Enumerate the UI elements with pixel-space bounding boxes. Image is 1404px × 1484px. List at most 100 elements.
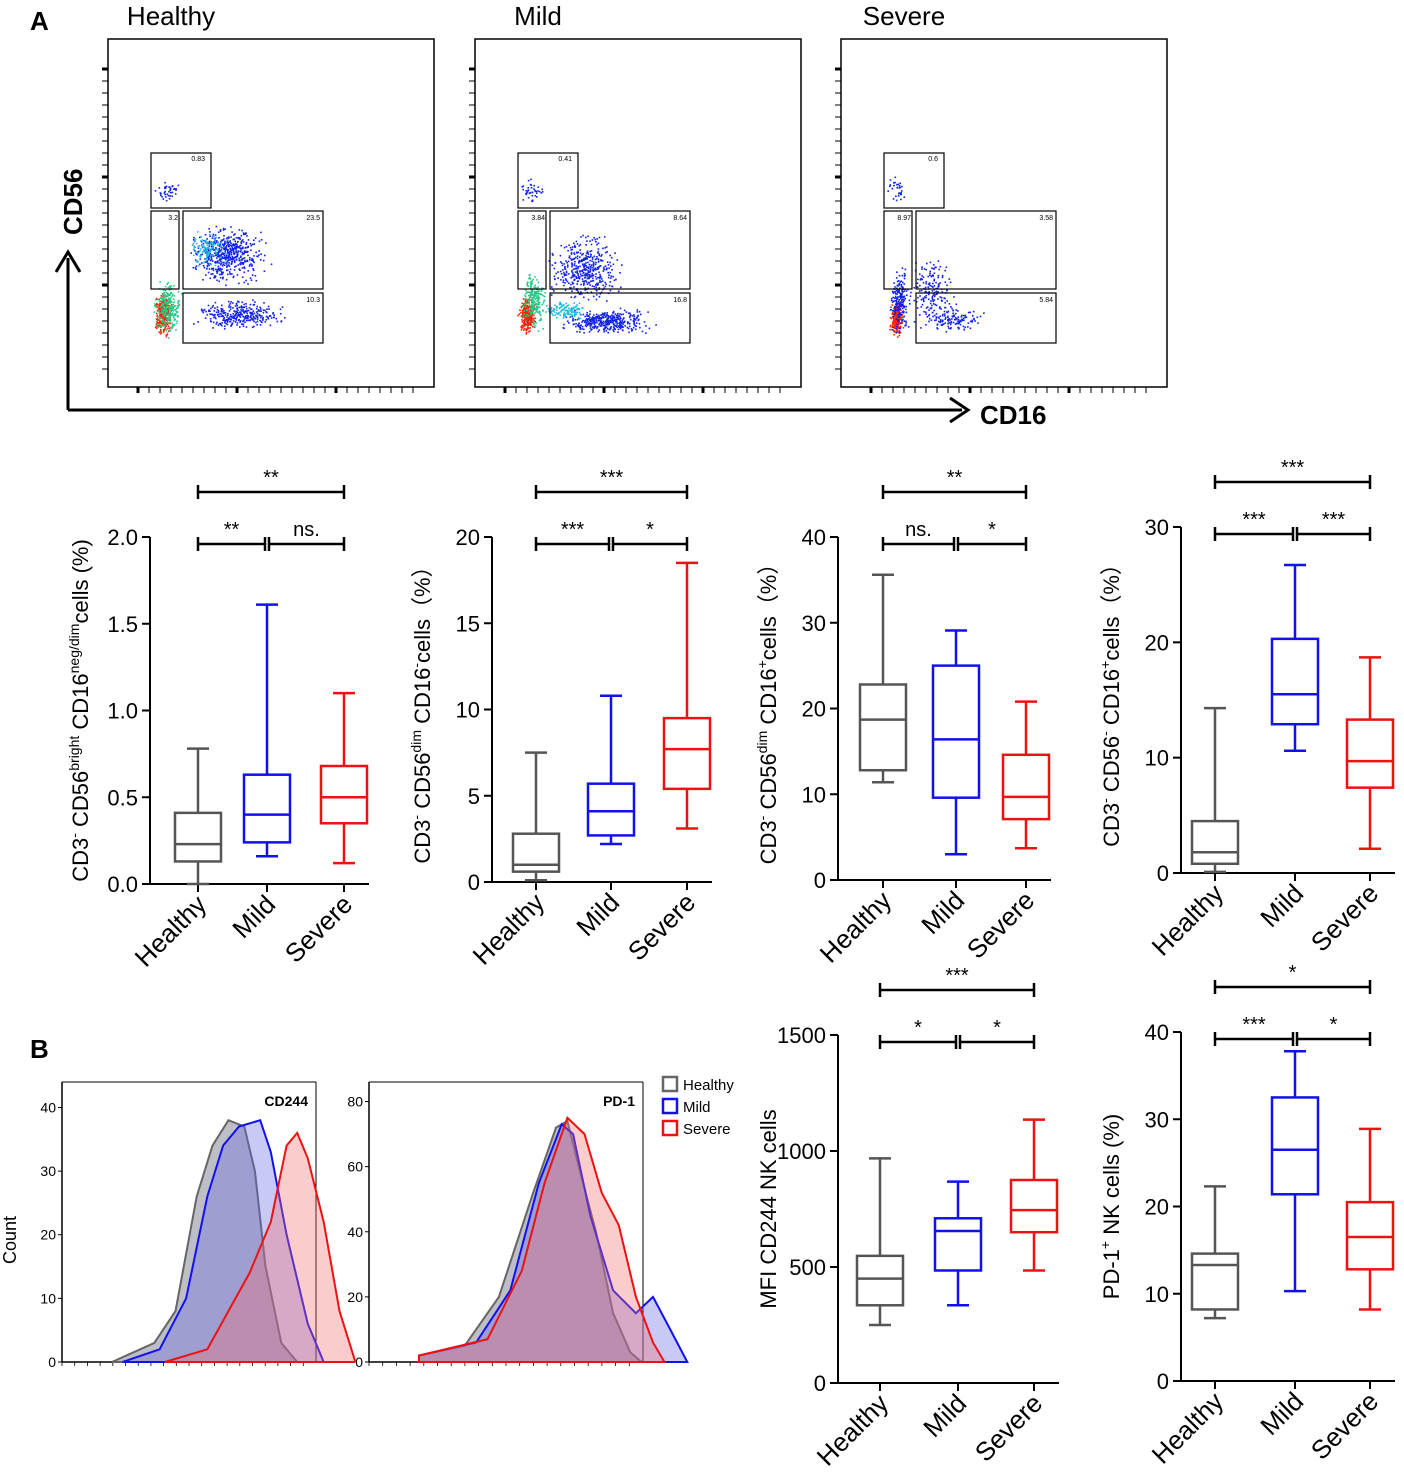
flow-event-dot [165, 323, 168, 325]
flow-event-dot [230, 245, 233, 247]
flow-event-dot [533, 308, 535, 310]
flow-event-dot [939, 306, 941, 308]
flow-event-dot [595, 278, 598, 280]
flow-event-dot [923, 268, 926, 270]
flow-event-dot [173, 284, 175, 287]
flow-event-dot [578, 311, 581, 314]
flow-event-dot [591, 275, 593, 277]
flow-event-dot [893, 314, 895, 316]
flow-event-dot [895, 316, 897, 318]
flow-event-dot [537, 298, 540, 300]
flow-event-dot [933, 272, 936, 274]
flow-event-dot [602, 320, 605, 323]
flow-event-dot [592, 264, 594, 266]
flow-event-dot [169, 191, 172, 194]
flow-event-dot [895, 297, 898, 299]
flow-event-dot [584, 289, 587, 291]
flow-event-dot [907, 326, 910, 328]
flow-event-dot [595, 261, 597, 264]
flow-event-dot [233, 234, 235, 236]
flow-event-dot [237, 241, 239, 243]
flow-event-dot [568, 244, 570, 247]
flow-event-dot [924, 286, 927, 289]
y-tick-label: 10 [802, 782, 826, 807]
flow-event-dot [898, 327, 900, 330]
flow-event-dot [525, 320, 527, 323]
flow-event-dot [238, 315, 241, 317]
flow-event-dot [167, 325, 170, 328]
flow-event-dot [897, 306, 899, 308]
flow-event-dot [596, 268, 598, 270]
flow-event-dot [896, 187, 899, 189]
flow-event-dot [221, 257, 223, 260]
y-axis-label: PD-1+ NK cells (%) [1097, 1114, 1124, 1299]
flow-event-dot [177, 184, 180, 187]
x-category-label: Severe [1305, 878, 1384, 957]
flow-event-dot [949, 323, 952, 326]
flow-event-dot [210, 241, 213, 243]
flow-event-dot [236, 311, 238, 313]
flow-event-dot [265, 315, 268, 318]
flow-event-dot [942, 313, 944, 316]
flow-event-dot [175, 189, 177, 191]
flow-event-dot [937, 260, 940, 262]
flow-event-dot [900, 301, 902, 303]
flow-event-dot [522, 185, 525, 187]
flow-event-dot [233, 253, 236, 255]
flow-event-dot [935, 317, 938, 319]
flow-event-dot [946, 311, 949, 314]
flow-event-dot [194, 240, 196, 242]
flow-event-dot [542, 328, 544, 330]
y-axis-label-part: CD3 [410, 820, 435, 864]
flow-event-dot [576, 308, 579, 311]
flow-event-dot [593, 317, 595, 320]
flow-event-dot [583, 257, 585, 260]
flow-event-dot [256, 312, 259, 315]
flow-event-dot [892, 311, 894, 314]
y-axis-label-part: CD16 [1099, 669, 1124, 731]
flow-event-dot [898, 330, 901, 332]
flow-event-dot [211, 248, 214, 251]
flow-event-dot [599, 325, 602, 327]
flow-event-dot [521, 327, 523, 329]
flow-event-dot [524, 298, 526, 300]
flow-event-dot [168, 198, 171, 200]
flow-event-dot [896, 287, 898, 290]
flow-event-dot [579, 256, 581, 258]
flow-event-dot [530, 319, 533, 322]
flow-event-dot [615, 316, 618, 318]
flow-event-dot [527, 324, 530, 327]
flow-event-dot [614, 252, 616, 254]
flow-event-dot [531, 294, 534, 296]
flow-event-dot [893, 308, 896, 310]
flow-event-dot [165, 306, 168, 309]
flow-event-dot [235, 317, 238, 319]
flow-event-dot [567, 273, 570, 275]
flow-event-dot [194, 259, 197, 261]
flow-event-dot [940, 324, 943, 326]
flow-event-dot [931, 311, 934, 314]
flow-event-dot [531, 301, 533, 303]
flow-event-dot [524, 327, 526, 330]
flow-event-dot [243, 233, 245, 236]
flow-event-dot [894, 307, 897, 310]
flow-event-dot [594, 267, 597, 269]
flow-event-dot [196, 242, 198, 245]
flow-event-dot [898, 313, 901, 316]
flow-event-dot [198, 244, 201, 247]
flow-event-dot [174, 318, 176, 320]
flow-event-dot [939, 265, 942, 268]
flow-event-dot [898, 283, 901, 285]
flow-gate [150, 152, 212, 209]
flow-event-dot [580, 270, 583, 272]
y-axis-label-part: dim [754, 731, 770, 754]
flow-event-dot [578, 277, 581, 280]
flow-event-dot [900, 316, 903, 319]
flow-event-dot [539, 313, 542, 316]
flow-event-dot [601, 316, 603, 319]
flow-event-dot [586, 319, 589, 321]
flow-event-dot [154, 303, 156, 305]
flow-event-dot [894, 297, 896, 299]
flow-event-dot [613, 330, 615, 333]
flow-event-dot [215, 268, 217, 271]
